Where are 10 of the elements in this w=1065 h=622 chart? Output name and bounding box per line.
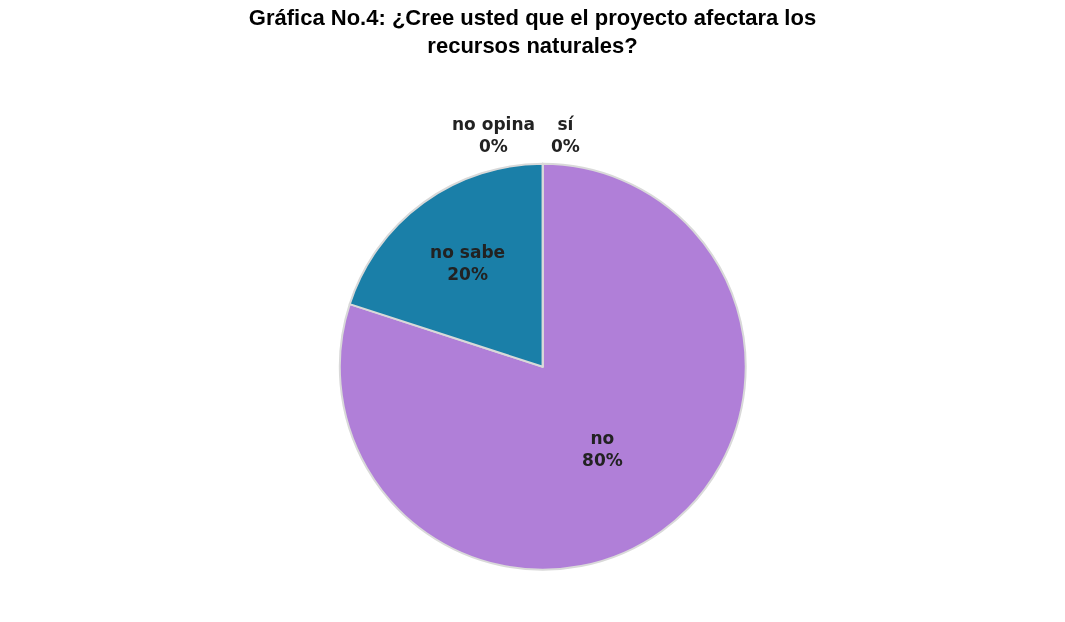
chart-title: Gráfica No.4: ¿Cree usted que el proyecto afectara los recursos naturales? bbox=[248, 4, 817, 59]
text: 0% bbox=[479, 136, 508, 157]
data-label: 80% bbox=[582, 449, 623, 470]
pie-slice bbox=[339, 162, 747, 571]
slice-label: no bbox=[590, 427, 615, 448]
category-label: no opina bbox=[452, 114, 535, 134]
category-label: sí bbox=[557, 114, 574, 134]
data-label: 20% bbox=[447, 264, 488, 285]
slice-label: no sabe bbox=[430, 242, 506, 263]
text: 0% bbox=[551, 136, 580, 157]
